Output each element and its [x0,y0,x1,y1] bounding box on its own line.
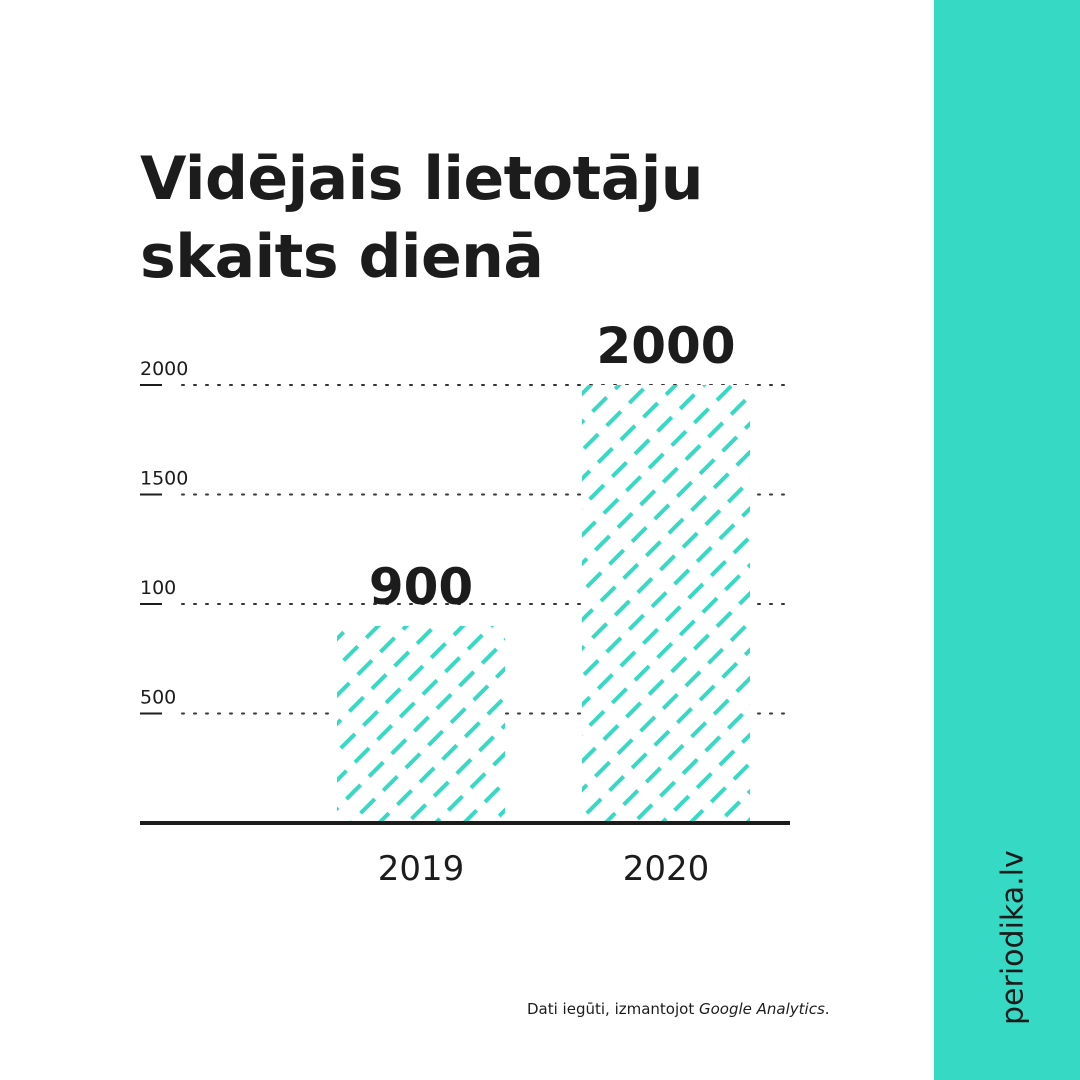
bar [337,625,505,823]
y-tick-label: 100 [140,577,176,599]
chart-title: Vidējais lietotāju skaits dienā [140,144,704,292]
y-tick-label: 500 [140,687,176,709]
bar [582,385,750,823]
chart: 500 100 1500 2000 2019 900 2020 2000 [140,317,791,889]
note-text: Dati iegūti, izmantojot [527,1000,699,1018]
brand: periodika.lv [995,850,1031,1025]
note-text: . [824,1000,830,1018]
x-tick-label: 2020 [623,849,710,889]
note-source: Google Analytics [698,1000,825,1018]
source-note: Dati iegūti, izmantojot Google Analytics… [527,1000,830,1018]
value-label: 2000 [596,317,735,375]
y-tick-label: 2000 [140,358,188,380]
x-tick-label: 2019 [378,849,465,889]
y-tick-label: 1500 [140,468,188,490]
value-label: 900 [369,558,473,616]
sidebar [934,0,1080,1080]
